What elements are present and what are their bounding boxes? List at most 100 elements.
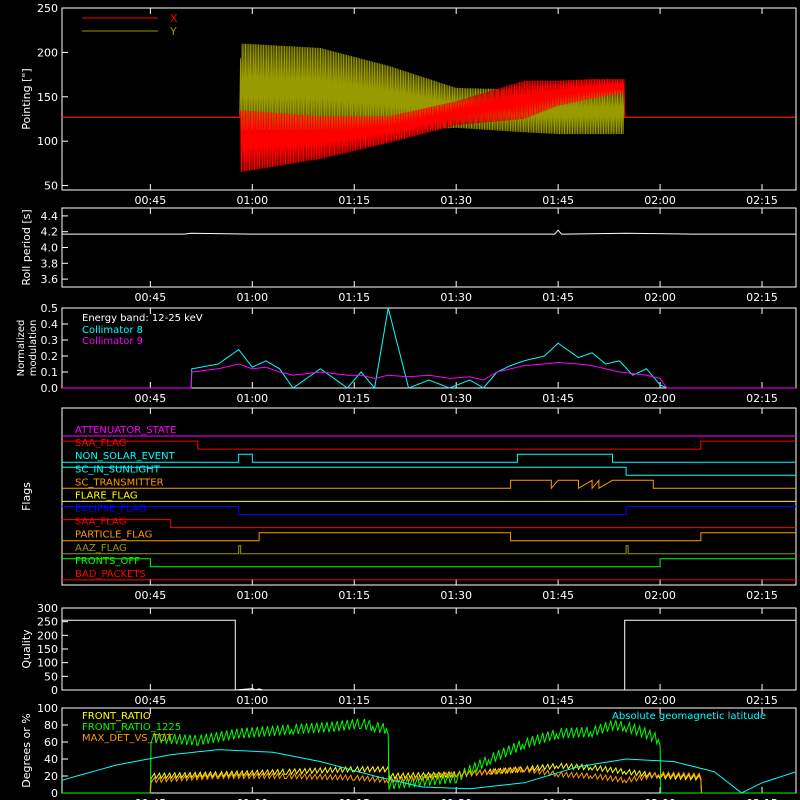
quality-series: [62, 619, 796, 691]
ratios-series-absolute-geomagnetic-latitude: [61, 749, 797, 794]
modulation-legend-collimator-8: Collimator 8: [82, 325, 143, 336]
quality-xtick-label: 01:00: [236, 694, 268, 707]
flags-xtick-label: 02:00: [644, 589, 676, 602]
roll-ytick-label: 4.2: [41, 226, 59, 239]
flag-trace-sc-in-sunlight: [62, 466, 796, 476]
ratios-xtick-label: 01:30: [440, 797, 472, 800]
modulation-ytick-label: 0.1: [41, 366, 59, 379]
ratios-frame: [61, 707, 797, 794]
ratios-xtick-label: 02:00: [644, 797, 676, 800]
pointing-legend-label-x: X: [170, 12, 178, 25]
modulation-xtick-label: 01:00: [236, 392, 268, 405]
flags-xtick-label: 01:00: [236, 589, 268, 602]
quality-ytick-label: 200: [37, 629, 58, 642]
flag-label-eclipse-flag: ECLIPSE_FLAG: [75, 504, 146, 515]
modulation-frame: [61, 307, 797, 389]
roll-ytick-label: 3.8: [41, 257, 59, 270]
quality-ytick-label: 250: [37, 616, 58, 629]
pointing-ylabel: Pointing ["]: [20, 68, 33, 129]
flag-trace-saa-flag: [62, 440, 796, 450]
ratios-legend-geomagnetic-latitude: Absolute geomagnetic latitude: [612, 711, 766, 722]
flag-label-sc-in-sunlight: SC_IN_SUNLIGHT: [75, 464, 161, 475]
quality-ytick-label: 50: [44, 670, 58, 683]
flag-label-flare-flag: FLARE_FLAG: [75, 490, 138, 501]
modulation-xtick-label: 00:45: [135, 392, 167, 405]
roll_period-xtick-label: 01:00: [236, 291, 268, 304]
pointing-frame: [61, 7, 797, 191]
pointing-xtick-label: 00:45: [135, 194, 167, 207]
modulation-ytick-label: 0.4: [41, 318, 59, 331]
modulation-energy-band: Energy band: 12-25 keV: [82, 313, 203, 324]
quality-xtick-label: 01:15: [338, 694, 370, 707]
flags-frame: [61, 407, 797, 586]
modulation-xtick-label: 02:00: [644, 392, 676, 405]
flag-trace-aaz-flag: [62, 545, 796, 555]
pointing-xtick-label: 01:45: [542, 194, 574, 207]
roll_period-xtick-label: 02:00: [644, 291, 676, 304]
ratios-ytick-label: 60: [44, 736, 58, 749]
modulation-series-collimator-9: [62, 361, 796, 389]
quality-xtick-label: 02:15: [746, 694, 778, 707]
roll_period-xtick-label: 00:45: [135, 291, 167, 304]
ratios-series-front-ratio: [149, 762, 702, 794]
pointing-xtick-label: 01:30: [440, 194, 472, 207]
ratios-ytick-label: 80: [44, 719, 58, 732]
ratios-xtick-label: 00:45: [135, 797, 167, 800]
ratios-ytick-label: 20: [44, 770, 58, 783]
flag-trace-saa-flag: [62, 519, 796, 529]
flag-trace-eclipse-flag: [62, 506, 796, 515]
flag-label-bad-packets: BAD_PACKETS: [75, 569, 146, 580]
ratios-xtick-label: 01:00: [236, 797, 268, 800]
flags-xtick-label: 00:45: [135, 589, 167, 602]
roll-ytick-label: 4.0: [41, 242, 59, 255]
flag-trace-particle-flag: [62, 532, 796, 542]
pointing-ytick-label: 50: [44, 180, 58, 193]
modulation-ytick-label: 0.3: [41, 334, 59, 347]
pointing-xtick-label: 01:00: [236, 194, 268, 207]
roll-period-series: [62, 229, 796, 235]
modulation-legend-collimator-9: Collimator 9: [82, 336, 143, 347]
pointing-xtick-label: 01:15: [338, 194, 370, 207]
roll-ylabel: Roll period [s]: [20, 209, 33, 285]
ratios-xtick-label: 01:45: [542, 797, 574, 800]
pointing-series-x: [62, 78, 796, 173]
ratios-ytick-label: 40: [44, 753, 58, 766]
modulation-ytick-label: 0.5: [41, 302, 59, 315]
roll_period-xtick-label: 01:45: [542, 291, 574, 304]
modulation-xtick-label: 01:15: [338, 392, 370, 405]
modulation-xtick-label: 02:15: [746, 392, 778, 405]
flag-label-saa-flag: SAA_FLAG: [75, 517, 126, 528]
flag-trace-fronts-off: [62, 558, 796, 568]
ratios-series-front-ratio-1225: [62, 718, 796, 794]
roll_period-xtick-label: 01:30: [440, 291, 472, 304]
flag-trace-sc-transmitter: [62, 478, 796, 490]
roll_period-xtick-label: 01:15: [338, 291, 370, 304]
flags-xtick-label: 02:15: [746, 589, 778, 602]
ratios-ylabel: Degrees or %: [20, 713, 33, 787]
flag-label-non-solar-event: NON_SOLAR_EVENT: [75, 451, 176, 462]
roll-ytick-label: 4.4: [41, 210, 59, 223]
ratios-ytick-label: 100: [37, 702, 58, 715]
flags-xtick-label: 01:30: [440, 589, 472, 602]
quality-xtick-label: 01:45: [542, 694, 574, 707]
quality-xtick-label: 02:00: [644, 694, 676, 707]
pointing-ytick-label: 100: [37, 135, 58, 148]
flag-trace-non-solar-event: [62, 453, 796, 463]
flag-label-sc-transmitter: SC_TRANSMITTER: [75, 477, 164, 488]
quality-ytick-label: 150: [37, 643, 58, 656]
flags-ylabel: Flags: [20, 482, 33, 511]
flag-label-aaz-flag: AAZ_FLAG: [75, 543, 127, 554]
quality-xtick-label: 00:45: [135, 694, 167, 707]
ratios-legend-front-ratio: FRONT_RATIO: [82, 711, 151, 722]
pointing-ytick-label: 200: [37, 46, 58, 59]
pointing-xtick-label: 02:00: [644, 194, 676, 207]
roll-ytick-label: 3.6: [41, 273, 59, 286]
quality-ytick-label: 100: [37, 657, 58, 670]
ratios-legend-max-det-vs-tot: MAX_DET_VS_TOT: [82, 733, 174, 744]
modulation-ytick-label: 0.2: [41, 350, 59, 363]
quality-ylabel: Quality: [20, 629, 33, 669]
flag-label-saa-flag: SAA_FLAG: [75, 438, 126, 449]
ratios-xtick-label: 01:15: [338, 797, 370, 800]
ratios-xtick-label: 02:15: [746, 797, 778, 800]
